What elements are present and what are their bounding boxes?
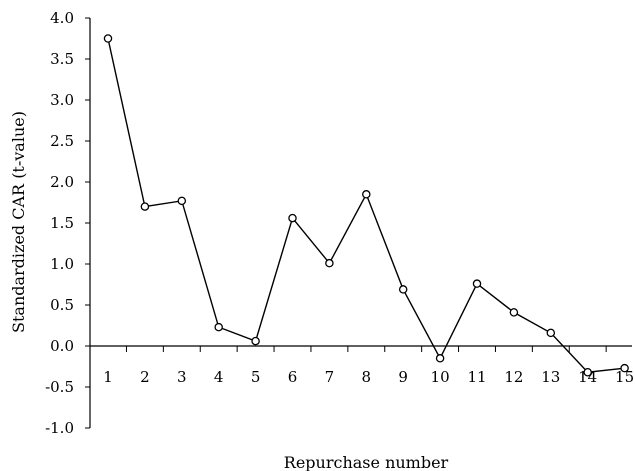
x-tick-label: 4	[214, 368, 224, 386]
data-point	[362, 190, 371, 199]
data-point	[472, 279, 482, 288]
x-axis-title: Repurchase number	[284, 453, 449, 471]
series-line	[107, 38, 625, 373]
y-tick-label: 0.5	[50, 296, 74, 314]
x-tick-label: 14	[578, 368, 597, 386]
y-tick-label: 1.0	[50, 255, 74, 273]
x-tick-label: 5	[251, 368, 261, 386]
y-axis: 4.0 3.5 3.0 2.5 2.0 1.5 1.0 0.5 0.0 -0.5 -1.0	[45, 9, 91, 437]
data-point	[140, 202, 150, 211]
y-tick-label: 3.5	[50, 50, 74, 68]
data-point	[325, 258, 334, 268]
data-point	[177, 196, 187, 206]
x-tick-label: 15	[615, 368, 634, 386]
x-tick-label: 12	[504, 368, 523, 386]
data-point	[620, 363, 629, 373]
x-tick-label: 3	[177, 368, 187, 386]
y-tick-label: 4.0	[50, 9, 74, 27]
x-tick-label: 7	[325, 368, 335, 386]
y-tick-label: 2.5	[50, 132, 74, 150]
series	[103, 34, 629, 377]
x-tick-label: 6	[288, 368, 298, 386]
y-tick-label: -0.5	[45, 378, 74, 396]
x-axis: 1 2 3 4 5 6 7 8 9 10 11 12 13 14 15	[90, 345, 634, 386]
data-point	[583, 367, 592, 377]
y-tick-label: 3.0	[50, 91, 74, 109]
y-tick-label: -1.0	[45, 419, 74, 437]
x-tick-label: 13	[541, 368, 560, 386]
x-tick-label: 11	[467, 368, 486, 386]
data-point	[546, 328, 556, 338]
x-tick-label: 2	[140, 368, 150, 386]
x-tick-label: 8	[362, 368, 372, 386]
y-tick-label: 2.0	[50, 173, 74, 191]
y-tick-label: 0.0	[50, 337, 74, 355]
x-tick-label: 1	[103, 368, 113, 386]
data-point	[288, 213, 297, 223]
x-tick-label: 9	[398, 368, 408, 386]
x-tick-label: 10	[431, 368, 450, 386]
data-point	[435, 354, 445, 363]
data-point	[509, 308, 519, 317]
y-tick-label: 1.5	[50, 214, 74, 232]
y-axis-title: Standardized CAR (t-value)	[9, 111, 28, 333]
data-point	[103, 34, 113, 43]
data-point	[214, 322, 223, 332]
data-point	[398, 285, 408, 294]
data-point	[251, 336, 260, 346]
